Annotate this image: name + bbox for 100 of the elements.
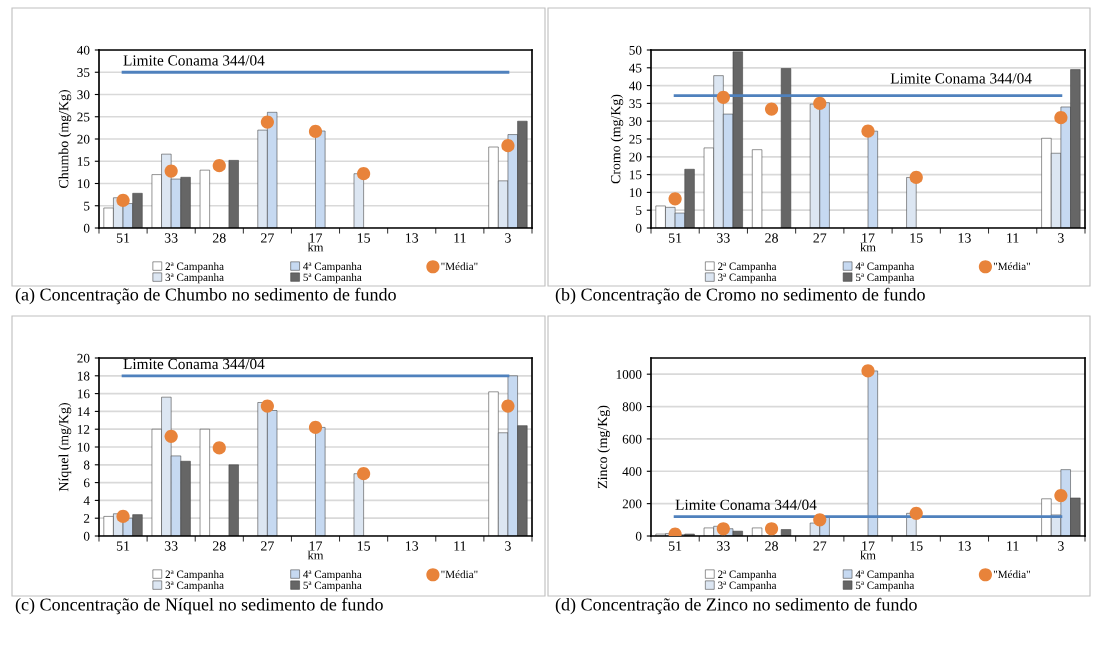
y-axis-title: Chumbo (mg/Kg) (58, 90, 72, 188)
y-tick-label: 14 (77, 407, 90, 416)
legend-label: 5ª Campanha (303, 273, 362, 284)
x-tick-label: 13 (406, 541, 419, 551)
legend-label: "Média" (441, 570, 478, 579)
y-tick-label: 40 (77, 45, 90, 55)
legend-label: 5ª Campanha (303, 581, 362, 592)
y-tick-label: 2 (83, 514, 90, 523)
x-axis-title: km (307, 550, 324, 560)
x-tick-label: 13 (406, 233, 419, 243)
legend-label: 2ª Campanha (165, 570, 224, 581)
legend-label: 5ª Campanha (856, 581, 915, 592)
legend-label: 3ª Campanha (165, 581, 224, 592)
text: (d) Concentração de Zinco no sedimento de fundo (555, 597, 917, 615)
legend-label: "Média" (993, 570, 1030, 579)
legend-label: 5ª Campanha (856, 273, 915, 284)
y-tick-label: 8 (83, 460, 90, 470)
legend-label: 2ª Campanha (718, 262, 777, 273)
x-axis-title: km (860, 242, 876, 252)
legend-label: 3ª Campanha (165, 273, 224, 284)
y-tick-label: 20 (77, 353, 90, 363)
x-tick-label: 28 (212, 541, 226, 551)
text: (a) Concentração de Chumbo no sedimento de fundo (15, 287, 396, 305)
x-axis-title: km (860, 550, 876, 560)
y-tick-label: 5 (636, 206, 642, 215)
y-tick-label: 35 (77, 68, 90, 77)
legend-label: 3ª Campanha (718, 581, 777, 592)
text: (c) Concentração de Níquel no sedimento de fundo (15, 597, 383, 615)
y-tick-label: 30 (77, 90, 90, 100)
x-tick-label: 15 (357, 233, 371, 243)
x-tick-label: 28 (765, 541, 778, 551)
legend-label: 2ª Campanha (718, 570, 777, 581)
y-tick-label: 25 (77, 112, 90, 122)
legend-label: 3ª Campanha (718, 273, 777, 284)
x-tick-label: 51 (116, 541, 130, 551)
x-tick-label: 28 (212, 233, 226, 243)
y-tick-label: 12 (77, 425, 90, 434)
x-tick-label: 27 (813, 541, 827, 551)
ref-line-label: Limite Conama 344/04 (123, 358, 265, 370)
x-tick-label: 3 (1058, 541, 1064, 551)
x-tick-label: 27 (261, 541, 274, 551)
y-axis-title: Níquel (mg/Kg) (58, 403, 72, 492)
y-tick-label: 600 (622, 434, 642, 444)
y-tick-label: 40 (629, 81, 642, 91)
x-tick-label: 51 (668, 233, 682, 243)
x-tick-label: 13 (958, 541, 971, 551)
x-tick-label: 17 (309, 233, 323, 243)
legend-label: "Média" (993, 262, 1030, 271)
ref-line-label: Limite Conama 344/04 (123, 55, 265, 66)
y-tick-label: 45 (629, 63, 642, 73)
y-tick-label: 25 (629, 134, 642, 144)
y-tick-label: 5 (84, 201, 90, 211)
x-tick-label: 3 (505, 541, 511, 551)
y-tick-label: 20 (77, 134, 90, 144)
x-tick-label: 15 (910, 233, 923, 243)
x-tick-label: 3 (505, 233, 511, 243)
y-tick-label: 200 (622, 499, 642, 509)
x-tick-label: 11 (1007, 233, 1019, 243)
x-tick-label: 11 (454, 233, 466, 243)
y-tick-label: 35 (629, 99, 642, 109)
y-axis-title: Zinco (mg/Kg) (597, 405, 611, 489)
y-tick-label: 50 (629, 45, 642, 55)
y-tick-label: 16 (77, 389, 90, 399)
y-tick-label: 15 (629, 170, 642, 180)
legend-label: 2ª Campanha (165, 262, 224, 273)
y-tick-label: 0 (83, 223, 90, 233)
x-tick-label: 27 (813, 233, 827, 243)
x-tick-label: 33 (717, 233, 730, 243)
y-tick-label: 6 (83, 478, 90, 488)
x-tick-label: 3 (1058, 233, 1064, 243)
y-tick-label: 0 (635, 531, 642, 541)
y-tick-label: 15 (77, 157, 90, 166)
x-tick-label: 17 (862, 233, 875, 243)
legend-label: "Média" (441, 262, 478, 271)
y-tick-label: 800 (622, 402, 642, 412)
text: (b) Concentração de Cromo no sedimento de fundo (555, 287, 925, 305)
x-tick-label: 11 (454, 541, 466, 551)
y-axis-title: Cromo (mg/Kg) (610, 94, 624, 184)
x-tick-label: 33 (717, 541, 730, 551)
x-tick-label: 15 (910, 541, 923, 551)
y-tick-label: 400 (622, 467, 642, 476)
ref-line-label: Limite Conama 344/04 (890, 73, 1032, 84)
y-tick-label: 1000 (616, 369, 642, 379)
x-tick-label: 17 (309, 541, 323, 551)
x-tick-label: 11 (1007, 541, 1019, 551)
x-tick-label: 15 (357, 541, 371, 551)
y-tick-label: 0 (83, 531, 90, 541)
x-tick-label: 51 (116, 233, 130, 243)
x-tick-label: 17 (862, 541, 875, 551)
y-tick-label: 10 (77, 442, 90, 452)
y-tick-label: 4 (83, 496, 90, 505)
y-tick-label: 30 (629, 117, 642, 126)
y-tick-label: 0 (635, 223, 642, 233)
x-axis-title: km (307, 242, 324, 252)
legend-label: 4ª Campanha (303, 262, 362, 273)
x-tick-label: 51 (668, 541, 682, 551)
y-tick-label: 10 (629, 188, 642, 198)
ref-line-label: Limite Conama 344/04 (675, 499, 817, 510)
legend-label: 4ª Campanha (303, 570, 362, 581)
x-tick-label: 13 (958, 233, 971, 243)
